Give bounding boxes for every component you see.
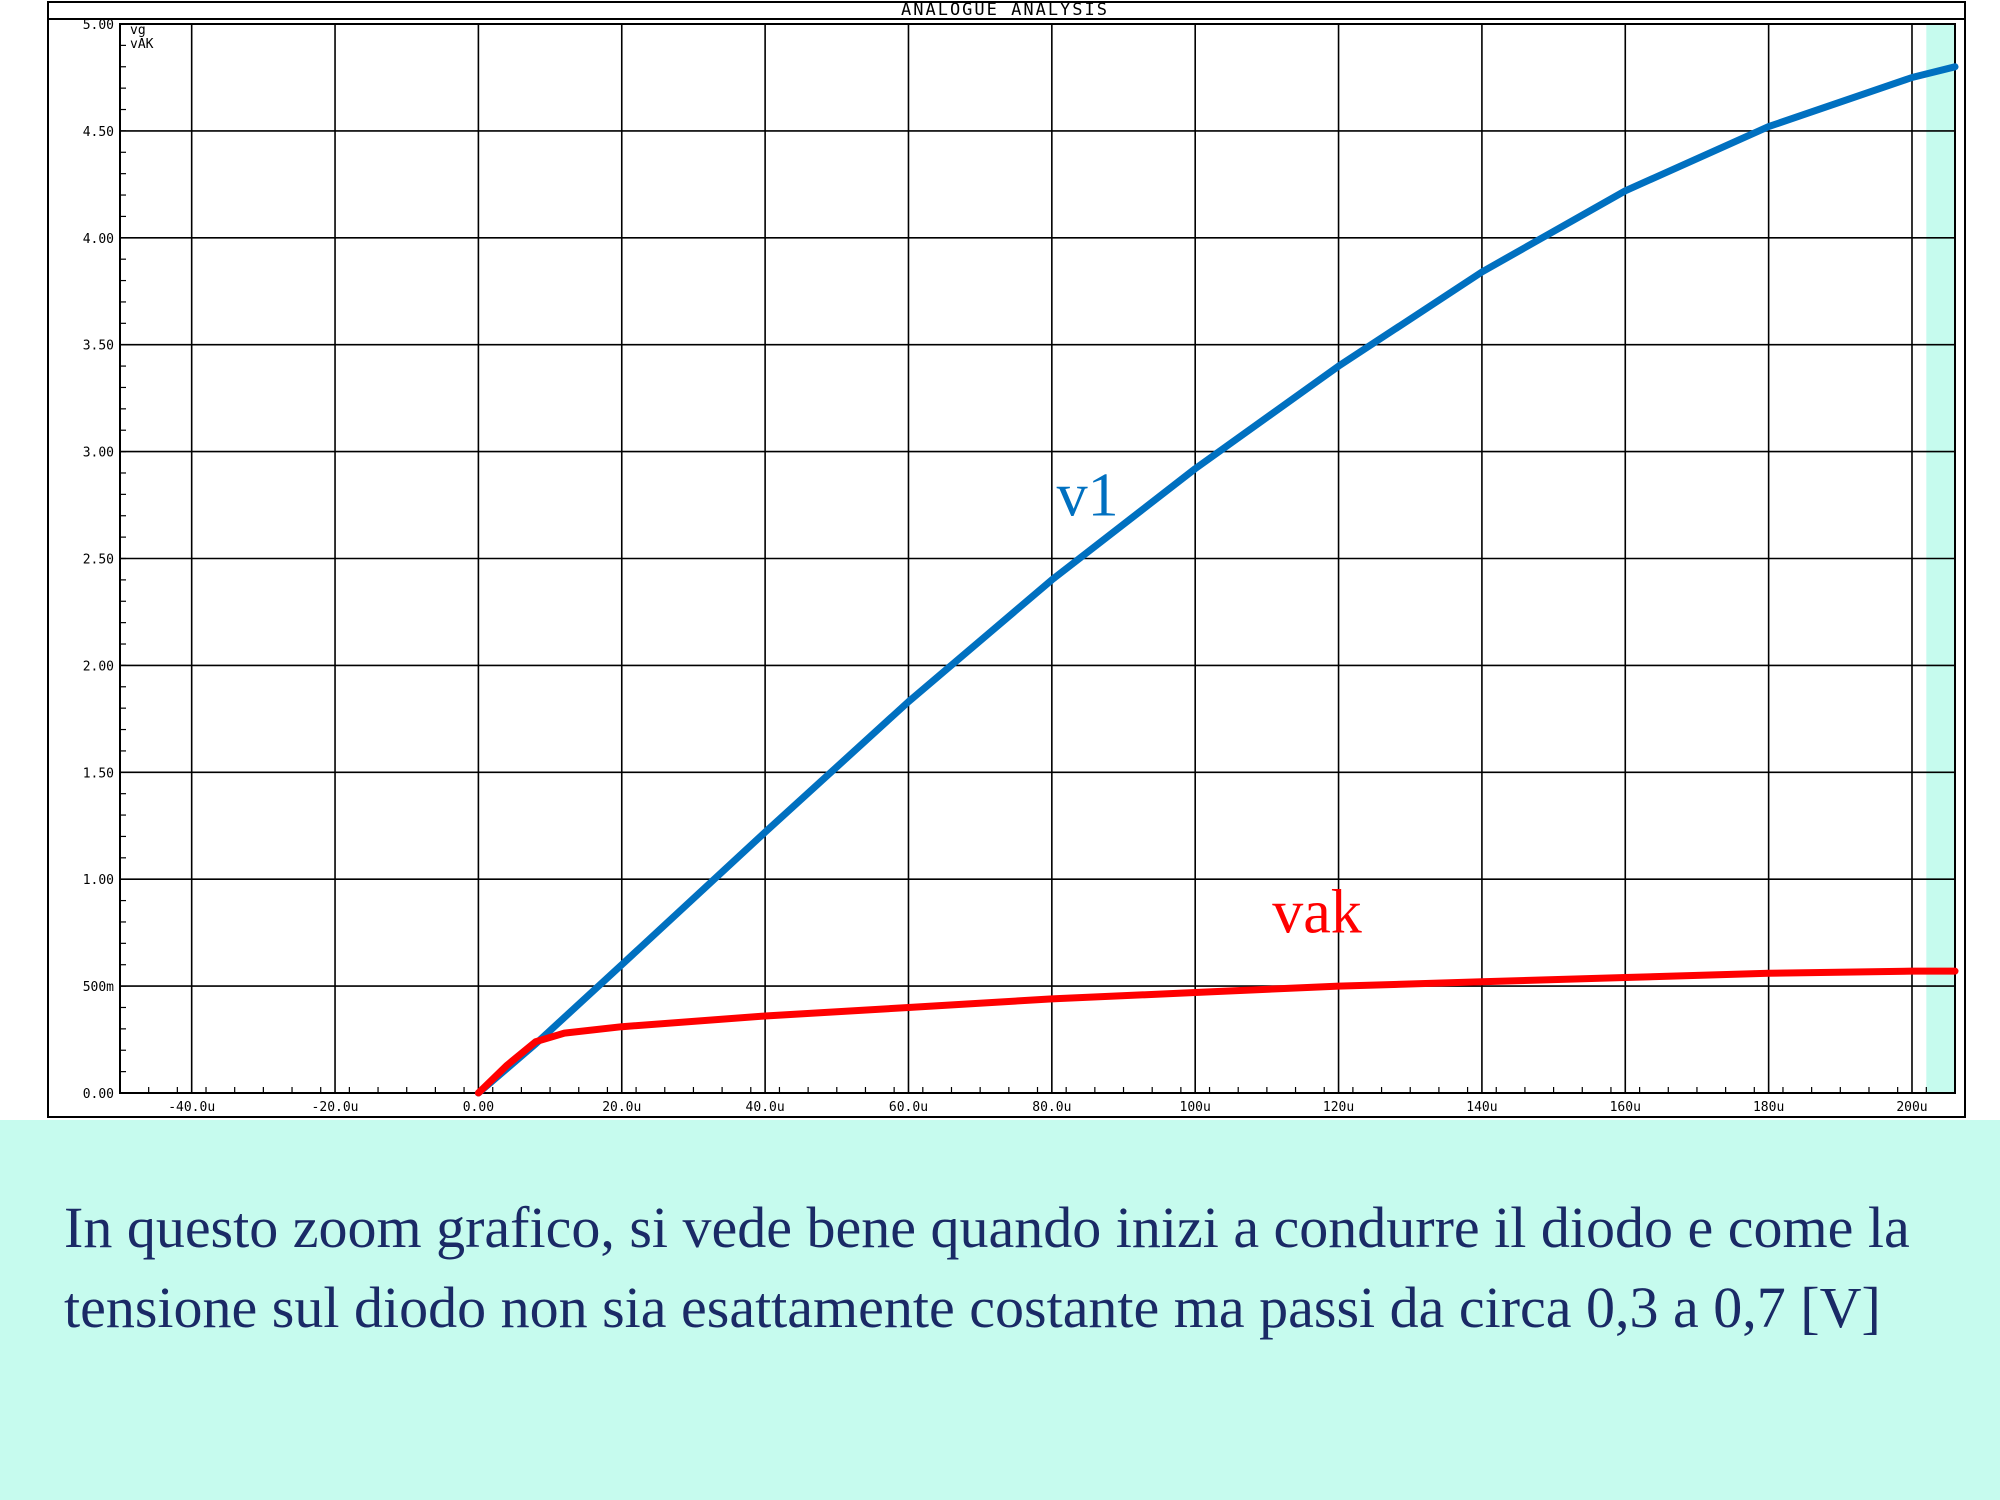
series-group: [474, 63, 1959, 1097]
annotations: v1 vak: [1057, 462, 1362, 947]
x-tick-label: 100u: [1180, 1100, 1211, 1115]
x-tick-label: -20.0u: [312, 1100, 359, 1115]
x-tick-label: 80.0u: [1032, 1100, 1071, 1115]
caption-text: In questo zoom grafico, si vede bene qua…: [64, 1195, 1910, 1340]
annotation-vak: vak: [1272, 879, 1362, 947]
x-tick-label: 20.0u: [602, 1100, 641, 1115]
y-tick-label: 5.00: [83, 18, 114, 33]
y-tick-label: 1.50: [83, 766, 114, 781]
plot-border: [119, 23, 1956, 1094]
y-tick-label: 3.00: [83, 446, 114, 461]
chart-panel: ANALOGUE ANALYSIS -40.0u -20.0u 0.00 20.0u 4…: [0, 0, 2000, 1120]
x-tick-label: 200u: [1896, 1100, 1927, 1115]
x-tick-label: 180u: [1753, 1100, 1784, 1115]
x-tick-label: 40.0u: [746, 1100, 785, 1115]
legend-entry-vak: vAK: [130, 37, 154, 52]
y-tick-label: 1.00: [83, 873, 114, 888]
y-tick-label: 2.50: [83, 553, 114, 568]
y-tick-label: 2.00: [83, 659, 114, 674]
x-tick-label: 120u: [1323, 1100, 1354, 1115]
x-tick-label: 60.0u: [889, 1100, 928, 1115]
y-tick-label: 4.50: [83, 125, 114, 140]
x-tick-label: 160u: [1610, 1100, 1641, 1115]
series-line-v1: [474, 63, 1959, 1097]
x-tick-label: 140u: [1466, 1100, 1497, 1115]
y-tick-label: 0.00: [83, 1087, 114, 1102]
x-tick-label: -40.0u: [168, 1100, 215, 1115]
y-tick-label: 500m: [83, 980, 114, 995]
series-line-vak: [474, 967, 1959, 1097]
x-tick-labels: -40.0u -20.0u 0.00 20.0u 40.0u 60.0u 80.0u 100u…: [168, 1100, 1927, 1115]
chart: ANALOGUE ANALYSIS -40.0u -20.0u 0.00 20.0u 4…: [47, 0, 1966, 1118]
y-tick-labels: 0.00 500m 1.00 1.50 2.00 2.50 3.00 3.50 4.00 4.50…: [83, 18, 114, 1102]
y-tick-label: 3.50: [83, 339, 114, 354]
y-tick-label: 4.00: [83, 232, 114, 247]
x-tick-label: 0.00: [463, 1100, 494, 1115]
chart-frame: [47, 1, 1966, 1118]
legend-entry-vg: vg: [130, 23, 146, 38]
annotation-v1: v1: [1057, 462, 1119, 530]
chart-title: ANALOGUE ANALYSIS: [901, 0, 1109, 20]
